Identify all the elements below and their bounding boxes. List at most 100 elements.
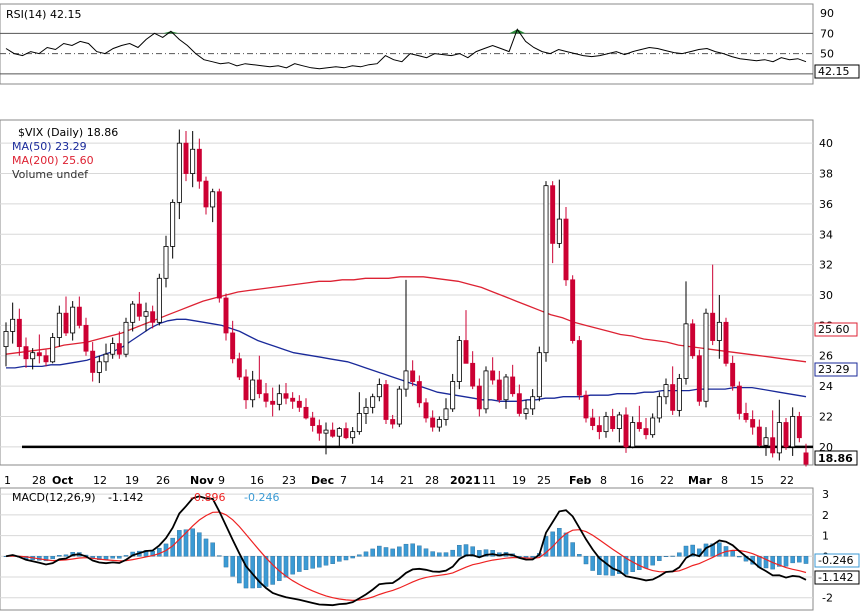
candle-body: [643, 428, 649, 436]
candle-body: [130, 303, 136, 323]
candle-body: [143, 311, 149, 317]
candle-body: [83, 324, 89, 352]
macd-hist-bar: [310, 556, 315, 569]
macd-hist-bar: [763, 556, 769, 569]
candle-body: [3, 331, 9, 348]
macd-hist-bar: [183, 529, 189, 557]
macd-hist-bar: [257, 556, 262, 588]
candle-body: [790, 416, 796, 448]
candle-body: [516, 393, 522, 414]
candle-body: [710, 312, 716, 341]
candle-body: [603, 416, 609, 433]
candle-body: [483, 370, 489, 410]
macd-hist-bar: [717, 542, 722, 557]
x-axis-label: Dec: [311, 474, 334, 487]
candle-body: [436, 419, 442, 428]
macd-hist-bar: [663, 556, 669, 557]
candle-body: [190, 148, 196, 174]
candle-body: [370, 396, 376, 408]
candle-body: [503, 376, 509, 401]
price-tick-label: 36: [819, 198, 833, 211]
macd-hist-bar: [803, 556, 809, 564]
x-axis-label: 19: [125, 474, 139, 487]
candle-body: [770, 437, 776, 454]
hist-tag-box: [814, 553, 860, 568]
rsi-overbought-fill: [162, 31, 180, 34]
candle-body: [550, 185, 556, 244]
candle-body: [236, 358, 242, 378]
candle-body: [43, 355, 49, 363]
x-axis-label: 28: [425, 474, 439, 487]
candle-body: [210, 191, 216, 208]
macd-tag-box: [814, 570, 860, 585]
rsi-tick-label: 70: [820, 27, 834, 40]
candle-body: [303, 406, 309, 419]
x-axis-label: Mar: [688, 474, 712, 487]
candle-body: [623, 414, 629, 448]
candle-body: [576, 340, 582, 396]
macd-hist-bar: [483, 549, 489, 557]
x-axis-label: 22: [660, 474, 674, 487]
macd-hist-bar: [63, 554, 69, 557]
x-axis-label: 16: [630, 474, 644, 487]
candle-body: [310, 417, 316, 426]
macd-hist-bar: [370, 548, 375, 557]
candle-body: [730, 362, 736, 387]
x-axis-label: Feb: [569, 474, 592, 487]
macd-hist-bar: [790, 556, 795, 564]
rsi-value-tag: 42.15: [818, 65, 850, 78]
ma200-legend: MA(200) 25.60: [12, 154, 94, 167]
candle-body: [723, 321, 729, 364]
macd-hist-bar: [477, 550, 482, 557]
macd-hist-bar: [103, 556, 109, 560]
x-axis-label: 25: [537, 474, 551, 487]
candle-body: [250, 379, 256, 401]
close-tag: 18.86: [818, 452, 853, 465]
macd-hist-bar: [783, 556, 789, 567]
macd-hist-bar: [430, 551, 435, 557]
macd-hist-bar: [57, 555, 62, 557]
macd-hist-bar: [470, 546, 475, 557]
candle-body: [803, 452, 809, 465]
macd-hist-bar: [330, 556, 335, 564]
macd-hist-bar: [563, 532, 569, 557]
x-axis-label: 2021: [450, 474, 481, 487]
candle-body: [796, 416, 802, 439]
candle-body: [376, 384, 382, 398]
macd-hist-bar: [657, 556, 662, 561]
candle-body: [696, 355, 702, 402]
macd-hist-bar: [383, 547, 389, 557]
candle-body: [496, 379, 502, 401]
rsi-overbought-fill: [509, 29, 526, 34]
candle-body: [430, 417, 436, 428]
candle-body: [690, 323, 696, 357]
candle-body: [76, 306, 82, 326]
macd-hist-bar: [290, 556, 295, 575]
macd-legend-macd: -1.142: [108, 491, 143, 504]
macd-hist-bar: [337, 556, 342, 562]
candle-body: [450, 381, 456, 410]
candle-body: [536, 352, 542, 398]
candle-body: [596, 425, 602, 433]
rsi-legend: RSI(14) 42.15: [6, 8, 81, 21]
candle-body: [123, 321, 129, 355]
candle-body: [390, 419, 396, 425]
macd-hist-bar: [557, 528, 562, 557]
macd-hist-bar: [777, 556, 782, 567]
macd-hist-bar: [417, 545, 422, 557]
candle-body: [343, 428, 349, 439]
rsi-tick-label: 50: [820, 48, 834, 61]
candle-body: [616, 414, 622, 430]
macd-hist-bar: [710, 543, 715, 557]
candle-body: [776, 422, 782, 454]
rsi-line: [5, 28, 807, 70]
candle-body: [96, 361, 102, 373]
macd-hist-bar: [637, 556, 642, 570]
macd-hist-bar: [277, 556, 282, 581]
candle-body: [243, 376, 249, 401]
candle-body: [296, 400, 302, 408]
rsi-panel-frame: [0, 3, 814, 85]
candle-body: [176, 142, 182, 203]
macd-hist-bar: [217, 555, 222, 557]
x-axis-label: 19: [512, 474, 526, 487]
